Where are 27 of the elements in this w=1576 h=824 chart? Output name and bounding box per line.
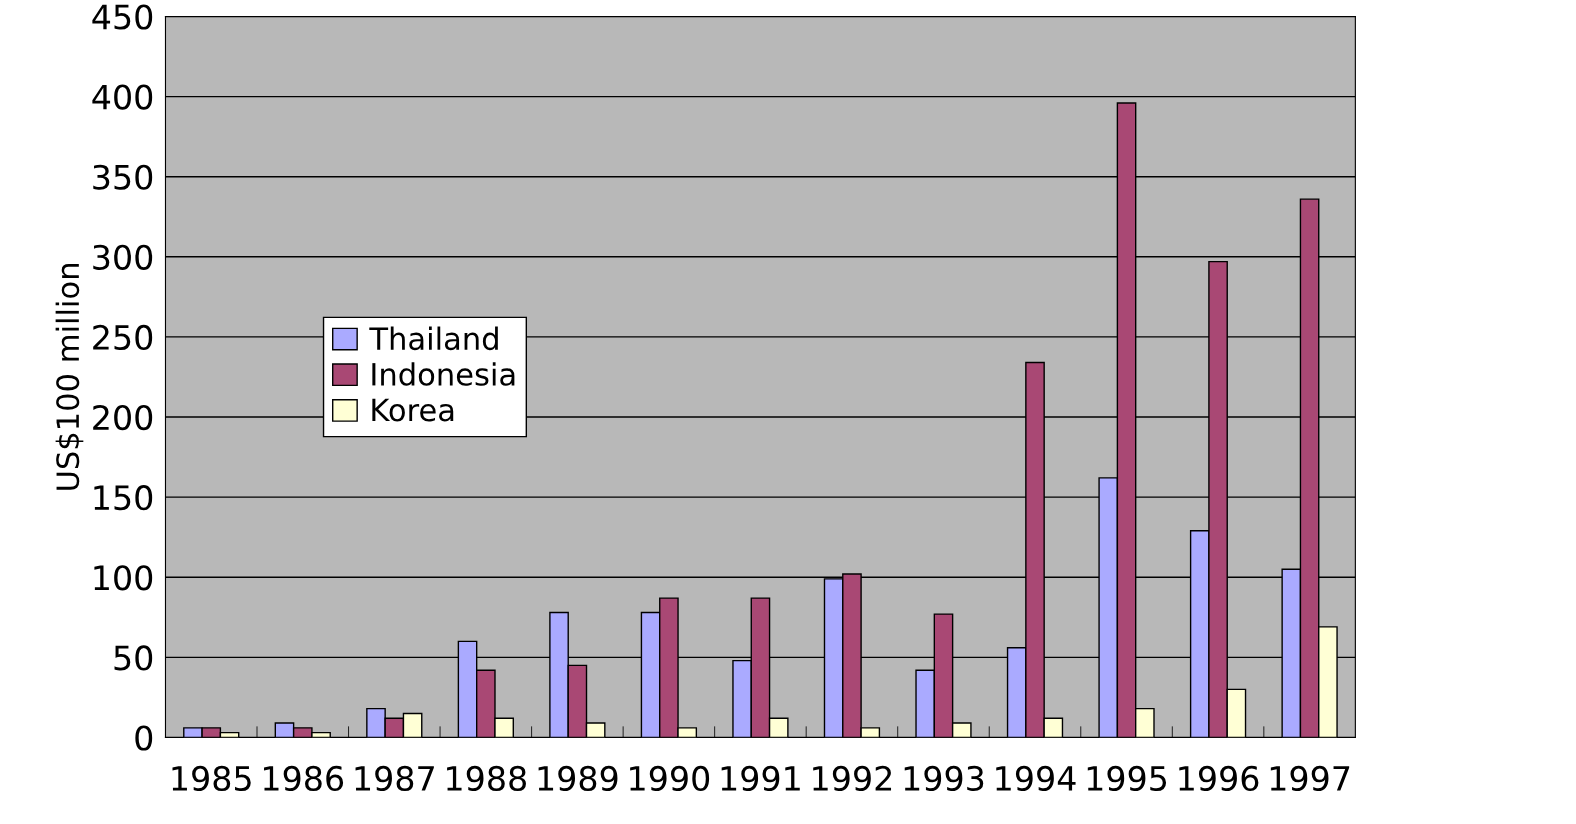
x-tick-label: 1987 <box>355 765 434 792</box>
y-tick-label: 400 <box>92 84 153 110</box>
x-tick-label: 1992 <box>813 765 892 792</box>
x-tick-label: 1994 <box>996 765 1076 792</box>
x-tick-label: 1990 <box>630 765 710 792</box>
x-tick-label: 1989 <box>538 765 618 792</box>
x-tick-label: 1995 <box>1087 765 1167 792</box>
x-tick-label: 1993 <box>904 765 984 792</box>
x-tick-label: 1988 <box>447 765 526 792</box>
x-tick-label: 1996 <box>1179 765 1259 792</box>
y-tick-label: 450 <box>92 4 153 30</box>
y-axis-title: US$100 million <box>55 264 84 490</box>
x-tick-label: 1991 <box>721 765 800 792</box>
y-tick-label: 250 <box>93 324 153 351</box>
legend-label: Korea <box>372 398 454 422</box>
y-tick-label: 150 <box>94 485 153 511</box>
legend-label: Indonesia <box>372 362 515 386</box>
x-tick-label: 1986 <box>264 765 344 792</box>
y-tick-label: 50 <box>114 645 153 671</box>
x-tick-label: 1985 <box>172 765 251 792</box>
y-tick-label: 200 <box>93 404 153 431</box>
y-tick-label: 350 <box>93 164 153 190</box>
legend-label: Thailand <box>369 326 498 351</box>
x-tick-label: 1997 <box>1270 765 1350 792</box>
y-tick-label: 100 <box>94 565 153 591</box>
y-tick-label: 300 <box>93 244 153 270</box>
y-tick-label: 0 <box>135 725 153 751</box>
